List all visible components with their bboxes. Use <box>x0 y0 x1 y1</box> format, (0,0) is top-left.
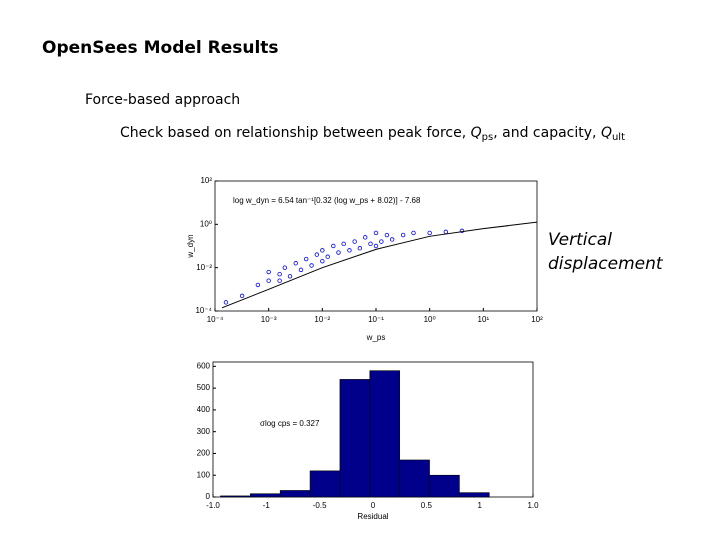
point <box>411 230 416 236</box>
y-tick-label: 10⁻² <box>196 263 212 272</box>
bar <box>399 459 430 498</box>
subscript: ps <box>482 132 494 143</box>
point <box>325 254 330 259</box>
y-tick-label: 600 <box>197 361 211 370</box>
y-tick-label: 200 <box>197 449 211 458</box>
y-tick-label: 500 <box>197 383 211 392</box>
x-tick-label: 10⁻⁴ <box>207 315 224 324</box>
point <box>320 248 325 253</box>
y-axis-label: w_dyn <box>186 234 195 258</box>
point <box>287 274 293 279</box>
point <box>384 232 390 238</box>
x-tick-label: -1.0 <box>206 501 220 510</box>
x-tick-label: 10⁻³ <box>261 315 277 324</box>
point <box>303 256 309 262</box>
x-tick-label: 10⁻² <box>314 315 330 324</box>
point <box>293 261 298 266</box>
point <box>379 239 384 244</box>
subscript: ult <box>612 132 625 143</box>
y-tick-label: 0 <box>206 492 211 501</box>
text: , and capacity, <box>493 125 601 141</box>
x-tick-label: 1.0 <box>527 501 539 510</box>
x-tick-label: 1 <box>477 501 482 510</box>
text: Q <box>471 125 482 141</box>
point <box>341 241 346 247</box>
x-tick-label: -0.5 <box>313 501 327 510</box>
point <box>266 278 271 283</box>
bar <box>369 370 400 498</box>
y-tick-label: 10⁰ <box>200 219 212 228</box>
point <box>320 258 325 264</box>
point <box>373 243 379 249</box>
side-label: Vertical <box>548 230 612 250</box>
x-tick-label: 0.5 <box>421 501 433 510</box>
y-tick-label: 10⁻⁴ <box>195 306 212 315</box>
x-tick-label: -1 <box>263 501 271 510</box>
y-tick-label: 10² <box>200 176 212 185</box>
point <box>309 263 314 268</box>
point <box>282 265 288 270</box>
point <box>255 282 261 288</box>
point <box>266 269 271 275</box>
point <box>347 248 352 253</box>
y-tick-label: 400 <box>197 405 211 414</box>
side-label: displacement <box>548 254 664 274</box>
y-tick-label: 100 <box>197 470 211 479</box>
point <box>314 252 320 257</box>
bar <box>429 474 460 498</box>
text: Q <box>601 125 612 141</box>
point <box>368 241 373 247</box>
x-tick-label: 10² <box>531 315 543 324</box>
point <box>277 271 282 277</box>
slide-title: OpenSees Model Results <box>42 38 279 58</box>
x-axis-label: w_ps <box>366 333 386 342</box>
point <box>352 239 357 244</box>
annotation: σlog cps = 0.327 <box>260 419 320 428</box>
bullet: Force-based approach <box>85 92 240 108</box>
x-tick-label: 10⁰ <box>424 315 436 324</box>
point <box>239 293 245 299</box>
bar <box>220 495 251 498</box>
point <box>223 300 229 305</box>
point <box>363 235 368 240</box>
point <box>277 278 282 283</box>
point <box>389 237 395 242</box>
x-tick-label: 0 <box>371 501 376 510</box>
bar <box>250 493 281 498</box>
point <box>373 230 379 236</box>
sub-bullet: Check based on relationship between peak… <box>120 125 625 143</box>
bar <box>309 470 341 498</box>
x-tick-label: 10¹ <box>478 315 490 324</box>
y-tick-label: 300 <box>197 427 211 436</box>
text: Check based on relationship between peak… <box>120 125 471 141</box>
point <box>400 232 406 238</box>
bar <box>339 379 371 498</box>
x-tick-label: 10⁻¹ <box>368 315 384 324</box>
bar <box>279 490 311 498</box>
bar <box>459 492 490 498</box>
point <box>357 246 363 251</box>
x-axis-label: Residual <box>357 512 388 521</box>
point <box>331 243 336 249</box>
point <box>336 250 341 255</box>
point <box>427 230 432 236</box>
point <box>459 228 465 234</box>
annotation: log w_dyn = 6.54 tan⁻¹[0.32 (log w_ps + … <box>233 196 421 205</box>
fit-line <box>221 221 538 309</box>
point <box>298 267 304 273</box>
